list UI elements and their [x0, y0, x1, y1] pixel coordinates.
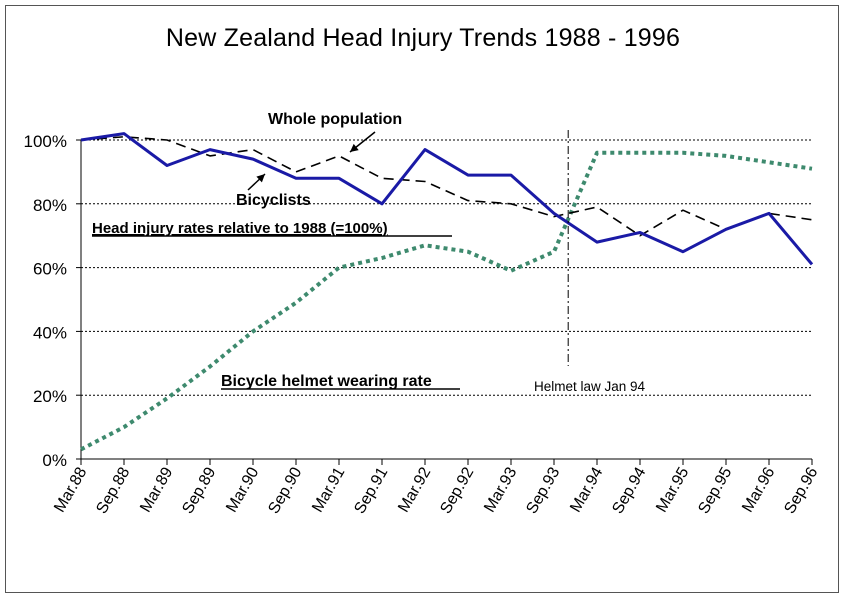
x-tick-label: Sep.96 — [781, 464, 821, 517]
x-tick-label: Sep.92 — [437, 464, 477, 517]
arrow-bicyclists-head — [256, 174, 265, 183]
arrow-whole-population-head — [350, 143, 359, 152]
x-tick-label: Mar.94 — [567, 464, 606, 515]
y-tick-label: 20% — [33, 387, 67, 406]
y-tick-label: 80% — [33, 196, 67, 215]
label-helmet-rate: Bicycle helmet wearing rate — [221, 373, 432, 390]
x-tick-label: Sep.89 — [179, 464, 219, 517]
chart-title: New Zealand Head Injury Trends 1988 - 19… — [165, 24, 681, 52]
chart-frame — [5, 5, 839, 593]
series-line-bicycle-helmet-wearing-rate — [80, 150, 813, 452]
x-tick-label: Mar.88 — [51, 464, 90, 515]
x-tick-label: Mar.93 — [481, 464, 520, 515]
series-line-bicyclists — [80, 132, 814, 266]
x-tick-label: Sep.93 — [523, 464, 563, 517]
y-tick-label: 100% — [24, 132, 67, 151]
grid-lines — [81, 139, 812, 396]
x-tick-label: Sep.91 — [351, 464, 391, 517]
axes: 0%20%40%60%80%100%Mar.88 Sep.88 Mar.89 Sep.… — [24, 132, 822, 517]
label-helmet-law: Helmet law Jan 94 — [534, 379, 646, 394]
y-tick-label: 60% — [33, 260, 67, 279]
series-line-whole-population — [80, 136, 813, 237]
x-tick-label: Sep.95 — [695, 464, 735, 517]
series-group — [80, 132, 814, 452]
x-tick-label: Mar.92 — [395, 464, 434, 515]
label-relative-note: Head injury rates relative to 1988 (=100… — [92, 220, 388, 237]
x-tick-label: Mar.90 — [223, 464, 262, 515]
x-tick-label: Sep.90 — [265, 464, 305, 517]
y-tick-label: 40% — [33, 323, 67, 342]
x-tick-label: Mar.91 — [309, 464, 348, 515]
x-tick-label: Mar.89 — [137, 464, 176, 515]
x-tick-label: Mar.95 — [653, 464, 692, 515]
label-whole-population: Whole population — [268, 111, 402, 128]
x-tick-label: Sep.94 — [609, 464, 649, 517]
y-tick-label: 0% — [42, 451, 67, 470]
x-tick-label: Mar.96 — [739, 464, 778, 515]
annotations: Whole population Bicyclists Head injury ra… — [92, 111, 646, 394]
x-tick-label: Sep.88 — [93, 464, 133, 517]
label-bicyclists: Bicyclists — [236, 192, 311, 209]
